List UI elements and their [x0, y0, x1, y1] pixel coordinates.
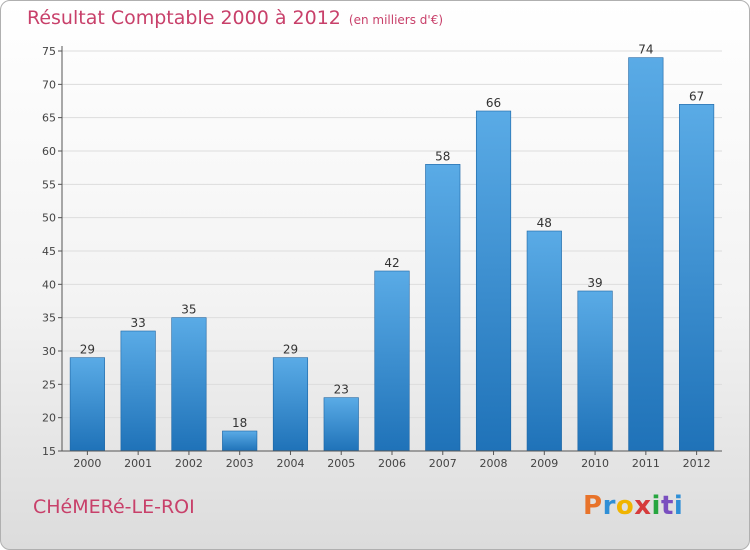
y-tick-label: 55: [42, 178, 56, 191]
data-label: 39: [587, 276, 602, 290]
chart-title: Résultat Comptable 2000 à 2012 (en millie…: [27, 7, 443, 29]
x-tick-label: 2003: [226, 457, 254, 470]
bar-chart: 29 33 35 18 29 23 42 58 66 48 39 74 67 15 20 25 30 35 40 4…: [42, 43, 722, 470]
y-tick-label: 75: [42, 45, 56, 58]
data-label: 42: [384, 256, 399, 270]
bar: [272, 357, 309, 452]
bar: [628, 57, 664, 452]
data-label: 74: [638, 43, 653, 57]
y-tick-label: 45: [42, 245, 56, 258]
y-tick-label: 50: [42, 212, 56, 225]
bar: [171, 317, 207, 452]
commune-name: CHéMERé-LE-ROI: [33, 496, 195, 518]
bar: [577, 290, 613, 452]
logo-letter: o: [615, 491, 635, 521]
x-tick-label: 2005: [327, 457, 355, 470]
y-tick-label: 65: [42, 112, 56, 125]
bar: [120, 330, 156, 452]
data-label: 33: [131, 316, 146, 330]
bar: [679, 104, 715, 452]
data-label: 23: [334, 383, 349, 397]
data-label: 48: [537, 216, 552, 230]
x-tick-label: 2010: [581, 457, 609, 470]
bar: [475, 110, 512, 452]
data-label: 58: [435, 149, 450, 163]
y-tick-label: 20: [42, 412, 56, 425]
y-tick-label: 35: [42, 312, 56, 325]
logo-letter: i: [651, 491, 661, 521]
title-text: Résultat Comptable 2000 à 2012: [27, 7, 341, 29]
logo-letter: r: [602, 491, 616, 521]
data-label: 35: [181, 303, 196, 317]
y-tick-label: 25: [42, 378, 56, 391]
logo-letter: i: [673, 491, 684, 521]
data-label: 66: [486, 96, 501, 110]
data-label: 29: [283, 343, 298, 357]
logo-letter: t: [660, 491, 674, 521]
x-tick-label: 2000: [73, 457, 101, 470]
x-tick-label: 2011: [632, 457, 660, 470]
bar: [69, 357, 105, 452]
proxiti-logo: Proxiti: [583, 491, 683, 521]
x-tick-label: 2009: [530, 457, 558, 470]
bar: [374, 270, 410, 452]
logo-letter: x: [634, 491, 652, 521]
y-tick-label: 40: [42, 278, 56, 291]
bar: [222, 430, 258, 452]
data-label: 67: [689, 89, 704, 103]
data-label: 29: [80, 343, 95, 357]
y-tick-label: 30: [42, 345, 56, 358]
unit-text: (en milliers d'€): [348, 13, 444, 27]
bar: [323, 397, 359, 452]
logo-letter: P: [583, 491, 603, 521]
y-tick-label: 70: [42, 78, 56, 91]
bar: [526, 230, 562, 452]
x-tick-label: 2002: [175, 457, 203, 470]
bar: [425, 164, 461, 452]
x-tick-label: 2001: [124, 457, 152, 470]
x-tick-label: 2012: [683, 457, 711, 470]
x-tick-label: 2004: [276, 457, 304, 470]
x-tick-label: 2006: [378, 457, 406, 470]
data-label: 18: [232, 416, 247, 430]
x-tick-label: 2007: [429, 457, 457, 470]
y-tick-label: 15: [42, 445, 56, 458]
y-tick-label: 60: [42, 145, 56, 158]
x-tick-label: 2008: [480, 457, 508, 470]
